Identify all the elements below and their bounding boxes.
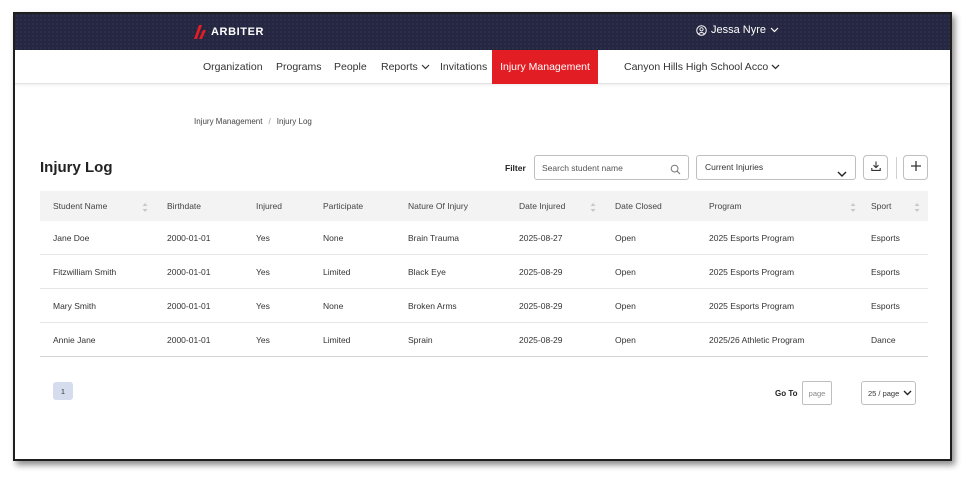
search-box <box>534 155 689 180</box>
table-header: Student Name Birthdate Injured Participa… <box>40 191 928 221</box>
cell-date-injured: 2025-08-29 <box>519 266 563 277</box>
cell-sport: Esports <box>871 232 900 243</box>
table-row[interactable]: Fitzwilliam Smith 2000-01-01 Yes Limited… <box>40 255 928 289</box>
col-sport[interactable]: Sport <box>871 201 892 211</box>
breadcrumb-injury-management[interactable]: Injury Management <box>194 117 263 126</box>
user-menu[interactable]: Jessa Nyre <box>696 24 779 36</box>
cell-nature-of-injury: Broken Arms <box>408 300 457 311</box>
cell-program: 2025 Esports Program <box>709 232 795 243</box>
goto-page-input[interactable] <box>802 381 832 405</box>
nav-school-label: Canyon Hills High School Acco <box>624 61 769 73</box>
col-nature-of-injury[interactable]: Nature Of Injury <box>408 201 468 211</box>
cell-nature-of-injury: Black Eye <box>408 266 446 277</box>
goto-label: Go To <box>775 389 798 398</box>
page-size-select[interactable]: 25 / page <box>861 381 916 405</box>
cell-date-closed: Open <box>615 300 636 311</box>
sort-icon[interactable] <box>914 200 920 218</box>
search-input[interactable] <box>535 156 665 179</box>
table-row[interactable]: Mary Smith 2000-01-01 Yes None Broken Ar… <box>40 289 928 323</box>
sort-icon[interactable] <box>850 200 856 218</box>
page-size-value: 25 / page <box>868 388 900 398</box>
cell-sport: Esports <box>871 266 900 277</box>
search-icon[interactable] <box>670 162 681 180</box>
download-button[interactable] <box>863 155 888 180</box>
breadcrumb-separator: / <box>268 117 271 126</box>
toolbar-divider <box>896 157 897 179</box>
filter-label: Filter <box>505 163 526 173</box>
table-row[interactable]: Jane Doe 2000-01-01 Yes None Brain Traum… <box>40 221 928 255</box>
cell-student-name: Mary Smith <box>53 300 96 311</box>
app-window: ARBITER Jessa Nyre Organization Programs… <box>13 12 952 461</box>
nav-organization[interactable]: Organization <box>203 61 263 73</box>
page-title: Injury Log <box>40 159 113 176</box>
cell-program: 2025 Esports Program <box>709 266 795 277</box>
arbiter-logo-icon <box>194 25 207 39</box>
cell-nature-of-injury: Brain Trauma <box>408 232 460 243</box>
col-injured[interactable]: Injured <box>256 201 282 211</box>
main-nav: Organization Programs People Reports Inv… <box>15 50 950 84</box>
cell-date-injured: 2025-08-27 <box>519 232 563 243</box>
col-program[interactable]: Program <box>709 201 742 211</box>
cell-date-injured: 2025-08-29 <box>519 334 563 345</box>
sort-icon[interactable] <box>590 200 596 218</box>
brand-logo[interactable]: ARBITER <box>194 25 264 39</box>
add-injury-button[interactable] <box>903 155 928 180</box>
user-name: Jessa Nyre <box>711 24 767 36</box>
user-circle-icon <box>696 24 707 36</box>
cell-student-name: Fitzwilliam Smith <box>53 266 117 277</box>
cell-student-name: Jane Doe <box>53 232 90 243</box>
nav-school-account[interactable]: Canyon Hills High School Acco <box>624 50 780 84</box>
nav-injury-management[interactable]: Injury Management <box>492 50 598 84</box>
col-student-name[interactable]: Student Name <box>53 201 108 211</box>
nav-programs[interactable]: Programs <box>276 61 322 73</box>
cell-injured: Yes <box>256 334 270 345</box>
cell-sport: Dance <box>871 334 896 345</box>
cell-sport: Esports <box>871 300 900 311</box>
chevron-down-icon <box>770 27 779 33</box>
nav-invitations[interactable]: Invitations <box>440 61 488 73</box>
nav-reports[interactable]: Reports <box>381 50 430 84</box>
cell-date-injured: 2025-08-29 <box>519 300 563 311</box>
cell-birthdate: 2000-01-01 <box>167 300 211 311</box>
cell-program: 2025/26 Athletic Program <box>709 334 805 345</box>
pagination-page-1[interactable]: 1 <box>53 382 73 400</box>
chevron-down-icon <box>903 389 912 398</box>
cell-injured: Yes <box>256 266 270 277</box>
cell-participate: Limited <box>323 334 351 345</box>
cell-participate: None <box>323 300 344 311</box>
chevron-down-icon <box>771 50 780 84</box>
cell-program: 2025 Esports Program <box>709 300 795 311</box>
col-birthdate[interactable]: Birthdate <box>167 201 202 211</box>
breadcrumb: Injury Management / Injury Log <box>194 117 312 126</box>
cell-participate: Limited <box>323 266 351 277</box>
cell-date-closed: Open <box>615 266 636 277</box>
cell-participate: None <box>323 232 344 243</box>
table-row[interactable]: Annie Jane 2000-01-01 Yes Limited Sprain… <box>40 323 928 357</box>
injury-table: Student Name Birthdate Injured Participa… <box>40 191 928 357</box>
sort-icon[interactable] <box>142 200 148 218</box>
cell-birthdate: 2000-01-01 <box>167 266 211 277</box>
cell-injured: Yes <box>256 232 270 243</box>
injury-status-select[interactable]: Current Injuries <box>696 155 856 180</box>
cell-date-closed: Open <box>615 232 636 243</box>
nav-reports-label: Reports <box>381 61 418 73</box>
top-bar: ARBITER Jessa Nyre <box>15 14 950 50</box>
chevron-down-icon <box>837 164 847 187</box>
cell-student-name: Annie Jane <box>53 334 96 345</box>
nav-people[interactable]: People <box>334 61 367 73</box>
cell-birthdate: 2000-01-01 <box>167 232 211 243</box>
chevron-down-icon <box>421 50 430 84</box>
col-date-injured[interactable]: Date Injured <box>519 201 566 211</box>
plus-icon <box>910 159 922 177</box>
breadcrumb-injury-log: Injury Log <box>276 117 312 126</box>
cell-birthdate: 2000-01-01 <box>167 334 211 345</box>
cell-date-closed: Open <box>615 334 636 345</box>
brand-name: ARBITER <box>211 26 265 38</box>
download-icon <box>870 159 882 177</box>
cell-nature-of-injury: Sprain <box>408 334 433 345</box>
col-date-closed[interactable]: Date Closed <box>615 201 662 211</box>
col-participate[interactable]: Participate <box>323 201 364 211</box>
cell-injured: Yes <box>256 300 270 311</box>
injury-status-value: Current Injuries <box>705 162 764 172</box>
